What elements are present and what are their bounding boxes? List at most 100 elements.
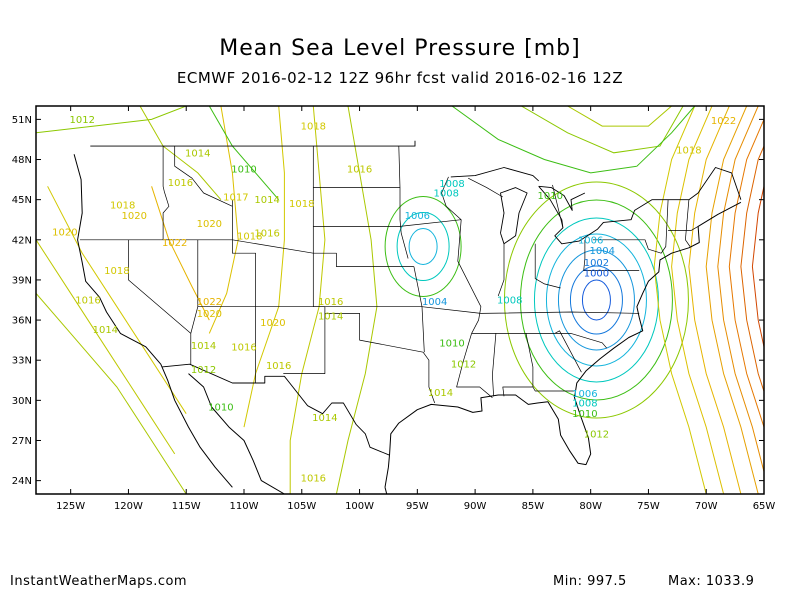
latitude-axis: 51N 48N 45N 42N 39N 36N 33N 30N 27N 24N	[12, 115, 764, 487]
isobar-label: 1014	[254, 195, 279, 206]
isobar-label: 1004	[589, 246, 614, 257]
isobar-label: 1012	[191, 365, 216, 376]
isobar-label: 1010	[572, 409, 597, 420]
isobar-line	[451, 106, 696, 174]
isobar-line	[688, 106, 742, 494]
border-line	[685, 199, 691, 247]
isobar-label: 1018	[237, 231, 262, 242]
border-line	[502, 333, 534, 397]
isobar-line	[47, 186, 187, 414]
isobar-ring	[503, 181, 689, 419]
longitude-axis: 125W 120W 115W 110W 105W 100W 95W 90W 85W 80W 75W 7…	[56, 106, 775, 512]
isobar-label: 1014	[312, 413, 337, 424]
isobar-label: 1010	[537, 191, 562, 202]
isobar-label: 1016	[231, 342, 256, 353]
isobar-line	[36, 106, 187, 134]
isobar-label: 1008	[572, 399, 597, 410]
border-line	[534, 243, 561, 289]
isobar-label: 1016	[347, 164, 372, 175]
border-line	[441, 176, 462, 220]
isobar-label: 1018	[289, 199, 314, 210]
lat-tick-label: 48N	[12, 155, 32, 166]
border-line	[500, 187, 528, 245]
border-line	[79, 239, 414, 267]
isobar-label: 1006	[578, 235, 603, 246]
border-line	[492, 333, 497, 397]
isobar-line	[36, 239, 176, 455]
isobar-line	[36, 292, 187, 494]
isobar-label: 1014	[185, 148, 210, 159]
isobar-line	[751, 183, 764, 350]
border-line	[188, 373, 285, 494]
lon-tick-label: 65W	[753, 501, 776, 512]
isobar-label: 1020	[260, 318, 285, 329]
coastlines-and-borders	[73, 140, 742, 494]
border-line	[413, 266, 425, 353]
isobar-ring	[581, 279, 611, 321]
isobar-line	[243, 106, 285, 428]
isobar-ring	[396, 211, 450, 281]
border-line	[471, 333, 608, 349]
border-line	[552, 184, 564, 228]
isobar-label: 1002	[584, 258, 609, 269]
isobar-label: 1012	[584, 429, 609, 440]
isobar-ring	[545, 233, 647, 367]
isobar-label: 1018	[104, 266, 129, 277]
border-line	[161, 363, 390, 456]
isobar-label: 1012	[451, 360, 476, 371]
isobar-label: 1022	[711, 116, 736, 127]
border-line	[450, 167, 540, 182]
border-line	[456, 219, 493, 398]
border-line	[468, 177, 503, 198]
map-subtitle: ECMWF 2016-02-12 12Z 96hr fcst valid 201…	[176, 69, 624, 87]
border-line	[90, 140, 416, 147]
border-line	[593, 199, 669, 254]
isobar-label: 1016	[318, 297, 343, 308]
lon-tick-label: 70W	[695, 501, 718, 512]
isobar-ring	[533, 217, 659, 383]
lat-tick-label: 39N	[12, 275, 32, 286]
border-line	[384, 487, 388, 494]
isobar-line	[151, 186, 210, 321]
isobar-label: 1014	[93, 325, 118, 336]
border-line	[162, 146, 170, 240]
lon-tick-label: 105W	[287, 501, 316, 512]
isobar-label: 1022	[197, 297, 222, 308]
map-title: Mean Sea Level Pressure [mb]	[219, 36, 581, 61]
max-value: Max: 1033.9	[668, 574, 755, 589]
isobar-line	[208, 106, 280, 201]
isobar-line	[671, 106, 725, 494]
border-line	[73, 154, 233, 488]
isobar-line	[567, 106, 672, 127]
border-line	[538, 167, 742, 245]
isobar-label: 1020	[197, 219, 222, 230]
lat-tick-label: 42N	[12, 235, 32, 246]
lon-tick-label: 80W	[579, 501, 602, 512]
isobar-label: 1000	[584, 269, 609, 280]
border-line	[190, 239, 199, 365]
border-line	[197, 306, 640, 314]
isobar-label: 1014	[191, 341, 216, 352]
isobar-label: 1018	[676, 146, 701, 157]
border-line	[283, 146, 326, 374]
lon-tick-label: 125W	[56, 501, 85, 512]
isobar-label: 1016	[266, 361, 291, 372]
border-line	[324, 313, 436, 404]
isobar-ring	[384, 195, 462, 297]
isobar-line	[740, 144, 764, 394]
site-credit: InstantWeatherMaps.com	[10, 574, 188, 589]
border-line	[554, 330, 582, 373]
isobar-label: 1020	[52, 227, 77, 238]
lon-tick-label: 100W	[345, 501, 374, 512]
border-line	[497, 243, 505, 297]
isobar-ring	[557, 249, 635, 351]
isobar-contours	[36, 106, 764, 494]
lon-tick-label: 95W	[406, 501, 429, 512]
isobar-line	[653, 106, 707, 494]
isobar-label: 1008	[433, 188, 458, 199]
isobar-label: 1020	[197, 309, 222, 320]
isobar-ring	[569, 265, 623, 335]
isobar-label: 1010	[231, 164, 256, 175]
isobar-ring	[408, 227, 438, 265]
